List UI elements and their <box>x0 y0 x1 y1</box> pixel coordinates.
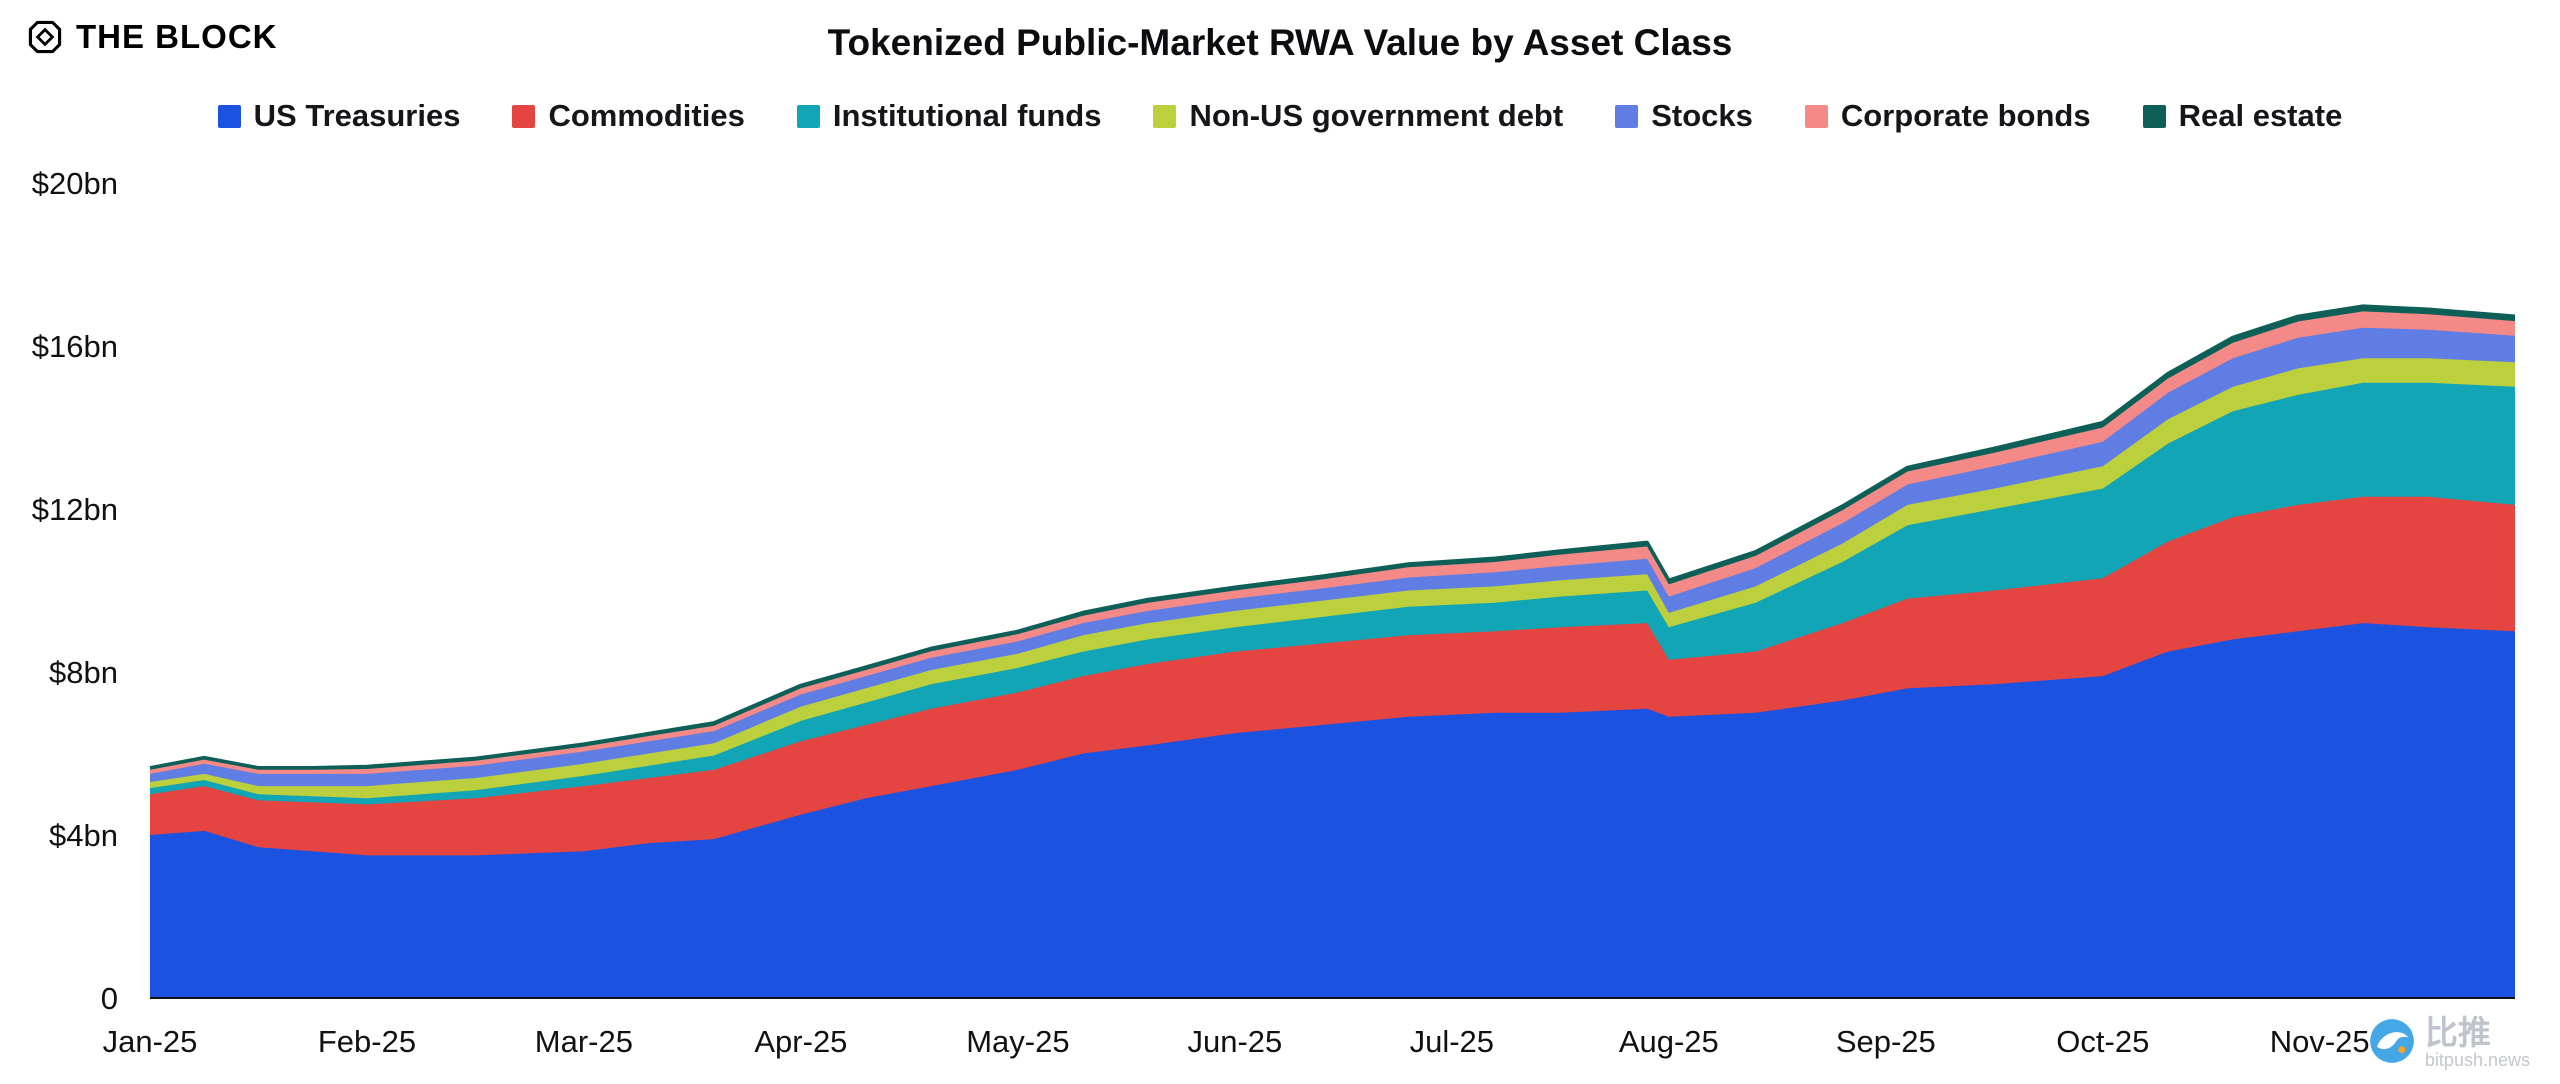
brand-name: THE BLOCK <box>76 18 278 55</box>
x-axis-label: Jun-25 <box>1188 1024 1283 1059</box>
legend-swatch-commodities <box>512 104 536 128</box>
legend-item-real-estate: Real estate <box>2142 98 2343 134</box>
legend-swatch-non-us-government-debt <box>1153 104 1177 128</box>
the-block-logo-icon <box>26 18 64 56</box>
y-axis-label: $4bn <box>49 818 118 853</box>
legend-item-us-treasuries: US Treasuries <box>217 98 461 134</box>
y-axis-label: $20bn <box>32 166 118 201</box>
area-us-treasuries <box>150 623 2515 998</box>
legend-item-commodities: Commodities <box>512 98 745 134</box>
legend-label-stocks: Stocks <box>1651 98 1753 133</box>
x-axis-label: Aug-25 <box>1619 1024 1719 1059</box>
bitpush-watermark: 比推 bitpush.news <box>2369 1016 2530 1070</box>
y-axis-label: $8bn <box>49 655 118 690</box>
x-axis-label: Jul-25 <box>1410 1024 1494 1059</box>
legend-swatch-real-estate <box>2142 104 2166 128</box>
total-outline <box>149 304 2516 770</box>
y-axis-label: 0 <box>101 981 118 1016</box>
legend-swatch-corporate-bonds <box>1804 104 1828 128</box>
bitpush-text: 比推 bitpush.news <box>2425 1016 2530 1070</box>
the-block-logo: THE BLOCK <box>26 18 278 56</box>
x-axis-label: Oct-25 <box>2056 1024 2149 1059</box>
legend-swatch-us-treasuries <box>217 104 241 128</box>
y-axis-label: $16bn <box>32 329 118 364</box>
legend-swatch-institutional-funds <box>796 104 820 128</box>
legend-item-stocks: Stocks <box>1615 98 1753 134</box>
x-axis-label: Feb-25 <box>318 1024 416 1059</box>
chart-legend: US Treasuries Commodities Institutional fu… <box>0 98 2560 134</box>
legend-label-us-treasuries: US Treasuries <box>253 98 461 133</box>
legend-label-institutional-funds: Institutional funds <box>832 98 1102 133</box>
legend-item-corporate-bonds: Corporate bonds <box>1804 98 2091 134</box>
x-axis-label: Sep-25 <box>1836 1024 1936 1059</box>
x-axis-label: Jan-25 <box>103 1024 198 1059</box>
y-axis-label: $12bn <box>32 492 118 527</box>
x-axis-label: Apr-25 <box>754 1024 847 1059</box>
chart-title: Tokenized Public-Market RWA Value by Ass… <box>827 22 1733 63</box>
legend-label-real-estate: Real estate <box>2178 98 2343 133</box>
legend-item-institutional-funds: Institutional funds <box>796 98 1102 134</box>
bitpush-domain: bitpush.news <box>2424 1050 2530 1071</box>
x-axis-label: May-25 <box>966 1024 1069 1059</box>
legend-item-non-us-government-debt: Non-US government debt <box>1153 98 1563 134</box>
bitpush-name: 比推 <box>2424 1014 2491 1052</box>
x-axis-label: Mar-25 <box>535 1024 633 1059</box>
bitpush-bird-icon <box>2369 1018 2415 1069</box>
x-axis-label: Nov-25 <box>2270 1024 2370 1059</box>
legend-label-non-us-government-debt: Non-US government debt <box>1189 98 1564 133</box>
legend-label-corporate-bonds: Corporate bonds <box>1840 98 2091 133</box>
legend-swatch-stocks <box>1615 104 1639 128</box>
legend-label-commodities: Commodities <box>548 98 745 133</box>
